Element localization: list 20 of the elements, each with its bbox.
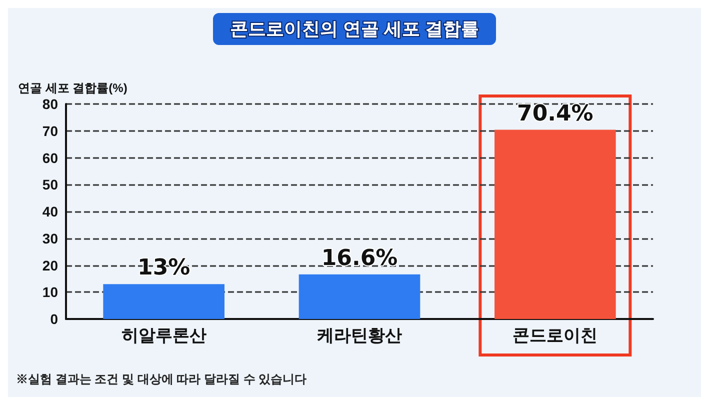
bar <box>298 274 420 319</box>
y-tick-label: 0 <box>50 311 58 327</box>
y-tick-label: 60 <box>42 150 58 166</box>
y-tick-label: 70 <box>42 122 58 139</box>
data-label: 16.6% <box>321 246 398 271</box>
x-tick-label: 콘드로이친 <box>512 326 598 345</box>
data-label: 70.4% <box>517 101 594 126</box>
y-tick-label: 30 <box>42 230 58 246</box>
bar <box>103 284 224 319</box>
y-axis-title: 연골 세포 결합률(%) <box>18 81 128 95</box>
y-tick-label: 10 <box>42 284 58 300</box>
x-tick-label: 케라틴황산 <box>317 326 402 345</box>
y-tick-label: 80 <box>42 96 58 112</box>
bar <box>494 130 616 319</box>
y-tick-label: 20 <box>42 257 58 274</box>
y-tick-label: 50 <box>42 176 58 193</box>
x-tick-label: 히알루론산 <box>121 326 206 345</box>
text: ※실험 결과는 조건 및 대상에 따라 달라질 수 있습니다 <box>16 372 307 386</box>
chart-title: 콘드로이친의 연골 세포 결합률 <box>230 19 480 39</box>
y-tick-label: 40 <box>42 204 58 220</box>
